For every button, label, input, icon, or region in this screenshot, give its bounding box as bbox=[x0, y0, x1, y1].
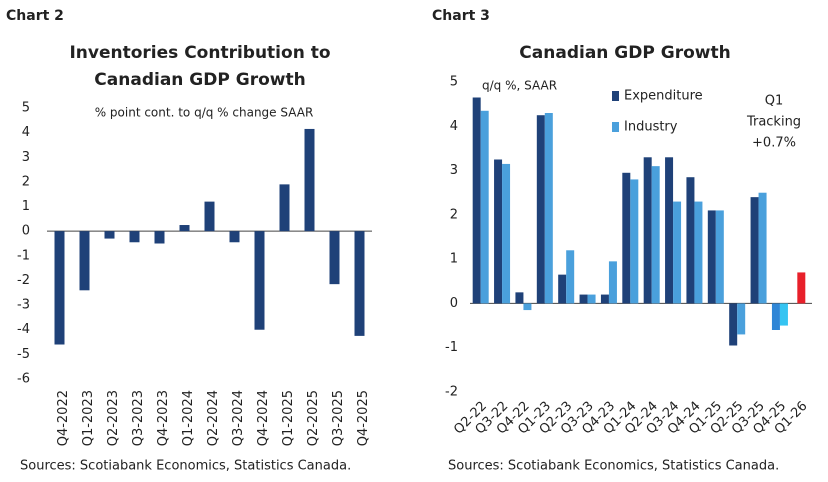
bar bbox=[54, 231, 65, 345]
bar bbox=[104, 231, 115, 239]
tracking-bar bbox=[797, 272, 806, 304]
bar bbox=[502, 163, 511, 304]
bar bbox=[536, 115, 545, 304]
bar bbox=[558, 274, 567, 304]
bar bbox=[707, 210, 716, 304]
source: Sources: Scotiabank Economics, Statistic… bbox=[448, 459, 779, 474]
legend-swatch bbox=[612, 91, 619, 101]
bar bbox=[608, 261, 617, 304]
y-tick-label: 1 bbox=[450, 252, 458, 267]
y-tick-label: 4 bbox=[22, 125, 30, 140]
source: Sources: Scotiabank Economics, Statistic… bbox=[20, 459, 351, 474]
bar bbox=[643, 157, 652, 304]
chart-label: Chart 2 bbox=[6, 8, 64, 24]
bar bbox=[229, 231, 240, 243]
subtitle: % point cont. to q/q % change SAAR bbox=[95, 106, 314, 120]
bar bbox=[566, 250, 575, 304]
bar bbox=[651, 166, 660, 304]
bar bbox=[480, 110, 489, 304]
tracking-label: +0.7% bbox=[752, 136, 796, 151]
bar bbox=[254, 231, 265, 330]
x-tick-label: Q1-2025 bbox=[281, 390, 296, 446]
x-tick-label: Q4-2025 bbox=[356, 390, 371, 446]
x-tick-label: Q4-2024 bbox=[256, 390, 271, 446]
bar bbox=[771, 303, 780, 330]
bar bbox=[354, 231, 365, 336]
bar bbox=[494, 159, 503, 304]
y-tick-label: -6 bbox=[17, 372, 30, 387]
y-tick-label: -4 bbox=[17, 322, 30, 337]
bar bbox=[329, 231, 340, 285]
bar bbox=[129, 231, 140, 243]
y-tick-label: 0 bbox=[450, 296, 458, 311]
y-tick-label: 4 bbox=[450, 119, 458, 134]
chart-title: Inventories Contribution to bbox=[69, 43, 330, 63]
legend-label: Industry bbox=[624, 120, 678, 135]
bar bbox=[729, 303, 738, 346]
y-tick-label: -2 bbox=[445, 385, 458, 400]
x-tick-label: Q3-2025 bbox=[331, 390, 346, 446]
y-tick-label: -2 bbox=[17, 273, 30, 288]
y-tick-label: -5 bbox=[17, 347, 30, 362]
bar bbox=[630, 179, 639, 304]
y-tick-label: -3 bbox=[17, 298, 30, 313]
x-tick-label: Q2-2024 bbox=[206, 390, 221, 446]
x-tick-label: Q2-2025 bbox=[306, 390, 321, 446]
bar bbox=[515, 292, 524, 304]
bar bbox=[523, 303, 532, 311]
bar bbox=[665, 157, 674, 304]
tracking-label: Tracking bbox=[746, 115, 801, 130]
bar bbox=[304, 128, 315, 232]
y-tick-label: 5 bbox=[22, 101, 30, 116]
chart-title: Canadian GDP Growth bbox=[519, 43, 730, 63]
legend-swatch bbox=[612, 122, 619, 132]
bar bbox=[79, 231, 90, 291]
bar bbox=[179, 225, 190, 232]
bar bbox=[544, 113, 553, 304]
bar bbox=[579, 294, 588, 304]
x-tick-label: Q4-2023 bbox=[156, 390, 171, 446]
x-tick-label: Q2-2023 bbox=[106, 390, 121, 446]
y-tick-label: 2 bbox=[450, 207, 458, 222]
x-tick-label: Q3-2024 bbox=[231, 390, 246, 446]
bar bbox=[622, 172, 631, 304]
y-tick-label: -1 bbox=[445, 340, 458, 355]
bar bbox=[600, 294, 609, 304]
chart-title: Canadian GDP Growth bbox=[94, 70, 305, 90]
bar bbox=[204, 201, 215, 232]
bar bbox=[715, 210, 724, 304]
bar bbox=[750, 197, 759, 304]
y-tick-label: 0 bbox=[22, 224, 30, 239]
x-tick-label: Q1-2023 bbox=[81, 390, 96, 446]
legend-label: Expenditure bbox=[624, 89, 703, 104]
bar bbox=[737, 303, 746, 335]
x-tick-label: Q3-2023 bbox=[131, 390, 146, 446]
bar bbox=[694, 201, 703, 304]
bar bbox=[686, 177, 695, 304]
y-tick-label: 3 bbox=[450, 163, 458, 178]
chart-label: Chart 3 bbox=[432, 8, 490, 24]
y-tick-label: -1 bbox=[17, 248, 30, 263]
bar bbox=[154, 231, 165, 244]
y-tick-label: 2 bbox=[22, 174, 30, 189]
bar bbox=[279, 184, 290, 232]
x-tick-label: Q1-2024 bbox=[181, 390, 196, 446]
y-tick-label: 3 bbox=[22, 150, 30, 165]
tracking-label: Q1 bbox=[765, 94, 784, 109]
x-tick-label: Q4-2022 bbox=[56, 390, 71, 446]
bar bbox=[779, 303, 788, 326]
y-tick-label: 1 bbox=[22, 199, 30, 214]
subtitle: q/q %, SAAR bbox=[482, 79, 557, 93]
bar bbox=[472, 97, 481, 304]
bar bbox=[673, 201, 682, 304]
bar bbox=[758, 192, 767, 304]
y-tick-label: 5 bbox=[450, 75, 458, 90]
bar bbox=[587, 294, 596, 304]
